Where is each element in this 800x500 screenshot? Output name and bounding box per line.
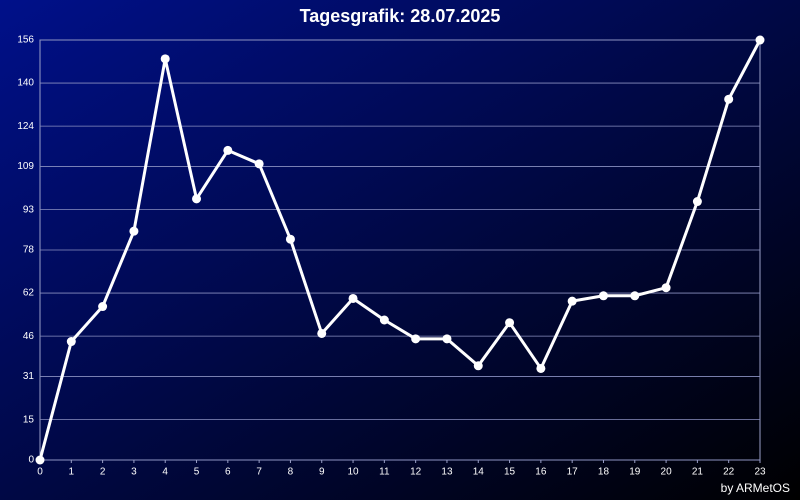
data-point xyxy=(129,226,139,236)
x-tick-label: 6 xyxy=(225,467,231,478)
data-point xyxy=(536,363,546,373)
data-point xyxy=(317,328,327,338)
x-tick-label: 10 xyxy=(347,467,359,478)
data-point xyxy=(442,334,452,344)
data-point xyxy=(630,291,640,301)
y-tick-label: 46 xyxy=(23,331,35,342)
x-tick-label: 16 xyxy=(535,467,547,478)
data-point xyxy=(724,94,734,104)
y-tick-label: 15 xyxy=(23,414,35,425)
y-tick-label: 109 xyxy=(17,161,34,172)
x-tick-label: 9 xyxy=(319,467,325,478)
data-point xyxy=(66,337,76,347)
data-point xyxy=(35,455,45,465)
x-tick-label: 17 xyxy=(567,467,579,478)
y-tick-label: 140 xyxy=(17,78,34,89)
data-point xyxy=(379,315,389,325)
y-tick-label: 78 xyxy=(23,245,35,256)
x-tick-label: 8 xyxy=(288,467,294,478)
data-point xyxy=(692,197,702,207)
x-tick-label: 0 xyxy=(37,467,43,478)
chart-title: Tagesgrafik: 28.07.2025 xyxy=(300,6,501,26)
data-point xyxy=(348,293,358,303)
x-tick-label: 22 xyxy=(723,467,735,478)
y-tick-label: 124 xyxy=(17,121,34,132)
y-tick-label: 156 xyxy=(17,35,34,46)
y-tick-label: 31 xyxy=(23,371,35,382)
x-tick-label: 15 xyxy=(504,467,516,478)
data-point xyxy=(755,35,765,45)
x-tick-label: 21 xyxy=(692,467,704,478)
footer: by ARMetOS xyxy=(721,481,790,495)
x-tick-label: 13 xyxy=(441,467,453,478)
data-point xyxy=(473,361,483,371)
data-point xyxy=(223,145,233,155)
x-tick-label: 20 xyxy=(661,467,673,478)
data-point xyxy=(254,159,264,169)
data-point xyxy=(411,334,421,344)
x-tick-label: 18 xyxy=(598,467,610,478)
data-line xyxy=(38,39,762,461)
data-point xyxy=(598,291,608,301)
x-tick-label: 19 xyxy=(629,467,641,478)
x-tick-label: 2 xyxy=(100,467,106,478)
data-point xyxy=(192,194,202,204)
data-point xyxy=(567,296,577,306)
y-tick-label: 0 xyxy=(28,455,34,466)
data-point xyxy=(661,283,671,293)
x-tick-label: 23 xyxy=(754,467,766,478)
x-tick-label: 14 xyxy=(473,467,485,478)
y-tick-label: 93 xyxy=(23,204,35,215)
x-tick-label: 11 xyxy=(379,467,390,478)
x-tick-label: 7 xyxy=(256,467,262,478)
x-tick-label: 3 xyxy=(131,467,137,478)
data-point xyxy=(98,302,108,312)
x-tick-label: 5 xyxy=(194,467,200,478)
data-point xyxy=(505,318,515,328)
x-tick-label: 1 xyxy=(69,467,75,478)
data-point xyxy=(285,234,295,244)
data-point xyxy=(160,54,170,64)
x-tick-label: 12 xyxy=(410,467,422,478)
y-tick-label: 62 xyxy=(23,288,35,299)
x-tick-label: 4 xyxy=(162,467,168,478)
